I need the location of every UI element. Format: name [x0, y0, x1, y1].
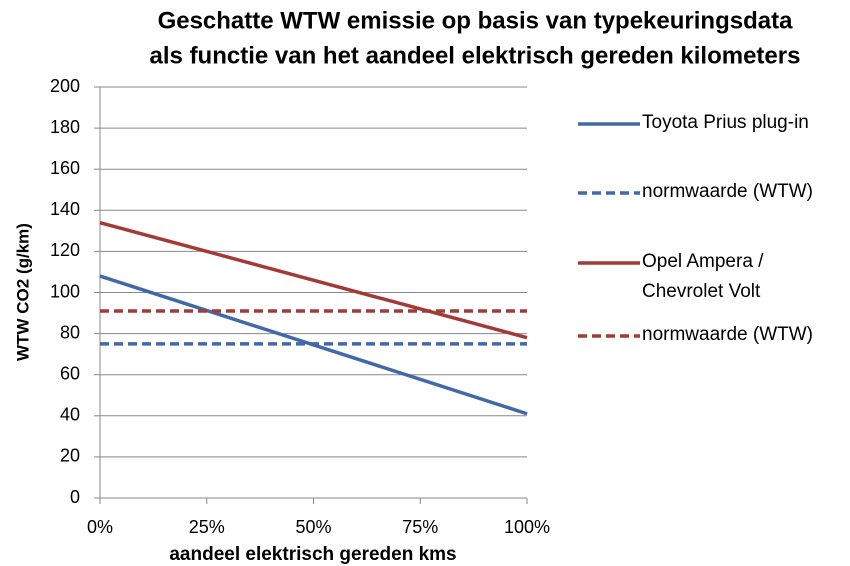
x-tick-label: 25%: [189, 517, 225, 537]
legend-entry: Opel Ampera / Chevrolet Volt: [578, 247, 843, 307]
y-tick-label: 180: [50, 117, 80, 137]
x-tick-label: 75%: [402, 517, 438, 537]
x-axis-label: aandeel elektrisch gereden kms: [169, 544, 456, 565]
legend-label: normwaarde (WTW): [642, 324, 814, 345]
legend-swatch: [578, 122, 640, 126]
y-tick-label: 0: [70, 487, 80, 507]
y-tick-label: 60: [60, 363, 80, 383]
y-tick-label: 160: [50, 158, 80, 178]
legend-swatch: [578, 261, 640, 265]
legend-label: Opel Ampera / Chevrolet Volt: [642, 251, 764, 302]
y-tick-label: 80: [60, 322, 80, 342]
chart-title: als functie van het aandeel elektrisch g…: [150, 42, 801, 69]
legend-swatch: [578, 191, 640, 195]
legend-entry: Toyota Prius plug-in: [578, 108, 843, 138]
y-tick-label: 120: [50, 240, 80, 260]
y-tick-label: 20: [60, 446, 80, 466]
x-tick-label: 50%: [295, 517, 331, 537]
y-axis-label: WTW CO2 (g/km): [13, 223, 32, 361]
y-tick-label: 40: [60, 405, 80, 425]
x-tick-label: 100%: [504, 517, 550, 537]
x-tick-label: 0%: [87, 517, 113, 537]
legend-entry: normwaarde (WTW): [578, 320, 843, 350]
y-tick-label: 100: [50, 281, 80, 301]
y-tick-label: 140: [50, 199, 80, 219]
chart-title: Geschatte WTW emissie op basis van typek…: [158, 7, 794, 34]
legend-label: Toyota Prius plug-in: [642, 112, 809, 133]
legend-entry: normwaarde (WTW): [578, 177, 843, 207]
legend-swatch: [578, 334, 640, 338]
legend-label: normwaarde (WTW): [642, 181, 814, 202]
y-tick-label: 200: [50, 76, 80, 96]
series-line: [99, 220, 528, 340]
